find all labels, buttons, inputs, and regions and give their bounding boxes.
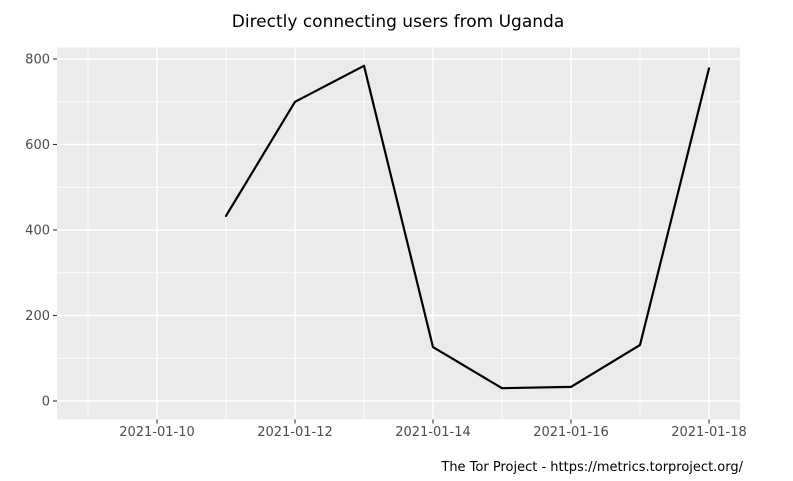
axis-tick-labels: 2021-01-10 2021-01-12 2021-01-14 2021-01-16…	[25, 53, 747, 441]
chart-title: Directly connecting users from Uganda	[232, 12, 565, 32]
y-axis-tick-label: 800	[25, 53, 50, 68]
y-axis-tick-label: 400	[25, 224, 50, 239]
panel-background	[57, 47, 740, 420]
y-axis-tick-label: 0	[42, 395, 50, 410]
axis-ticks	[53, 58, 710, 424]
x-axis-tick-label: 2021-01-12	[257, 425, 333, 440]
y-axis-tick-label: 200	[25, 309, 50, 324]
x-axis-tick-label: 2021-01-16	[533, 425, 609, 440]
gridlines-major	[57, 47, 740, 420]
y-axis-tick-label: 600	[25, 138, 50, 153]
x-axis-tick-label: 2021-01-10	[119, 425, 195, 440]
x-axis-tick-label: 2021-01-14	[395, 425, 471, 440]
data-series	[224, 64, 711, 390]
gridlines-minor	[57, 47, 740, 420]
footer-attribution: The Tor Project - https://metrics.torpro…	[440, 460, 743, 475]
x-axis-tick-label: 2021-01-18	[671, 425, 747, 440]
data-line-directly-connecting-users	[224, 64, 711, 390]
